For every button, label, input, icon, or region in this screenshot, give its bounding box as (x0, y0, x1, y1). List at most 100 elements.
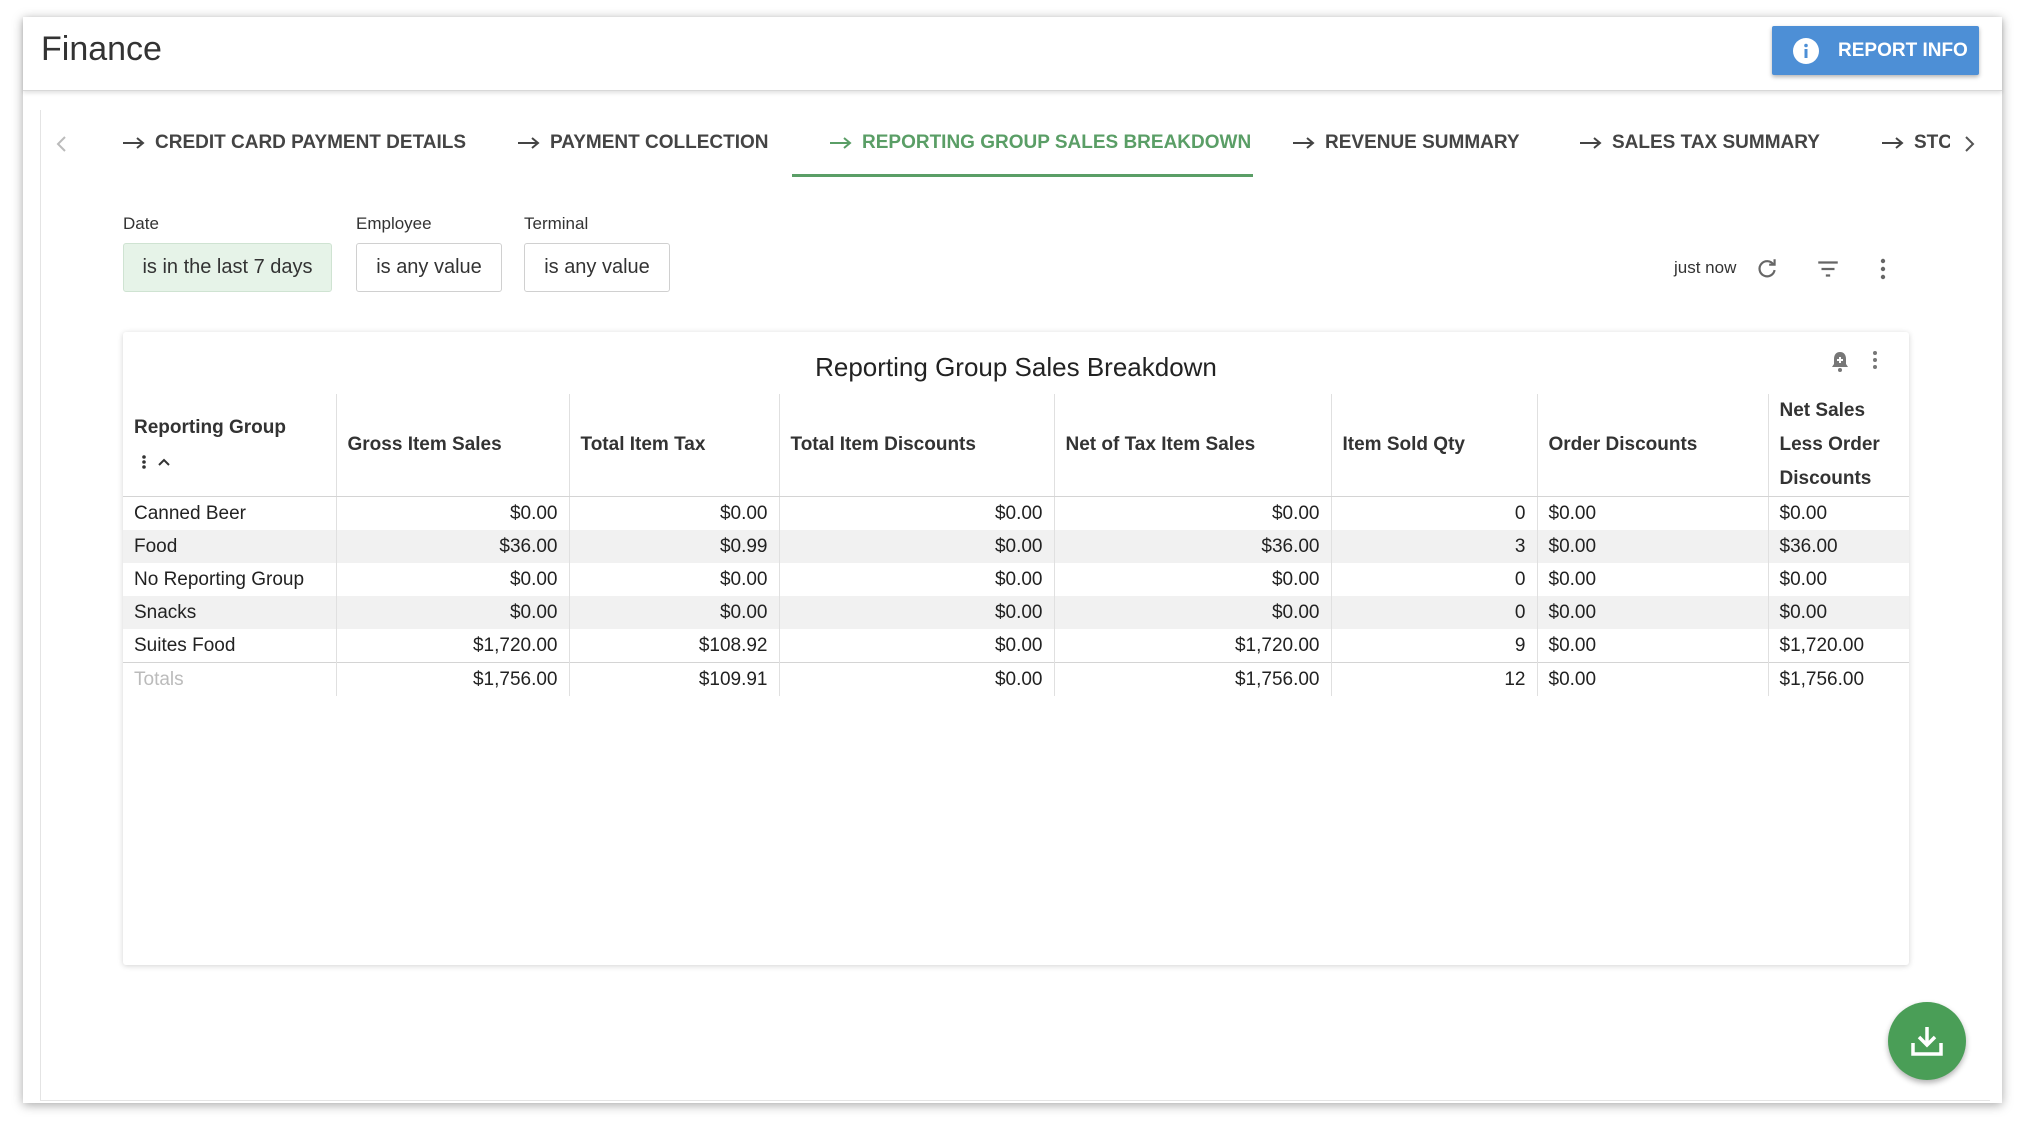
table-cell: $0.00 (335, 496, 569, 530)
tabs-next[interactable] (1961, 134, 1977, 154)
column-header: Net of Tax Item Sales (1053, 394, 1331, 497)
filter-value[interactable]: is in the last 7 days (123, 243, 332, 292)
table-cell: $0.00 (1536, 662, 1768, 696)
button-label: REPORT INFO (1838, 39, 1968, 61)
tab[interactable]: CREDIT CARD PAYMENT DETAILS (123, 132, 466, 154)
data-table: Reporting Group Gross Item Sales Total It… (123, 394, 1909, 696)
table-cell: $0.00 (1053, 496, 1331, 530)
tab-arrow (123, 137, 145, 149)
active-tab-underline (792, 174, 1253, 177)
table-cell: 3 (1330, 530, 1537, 563)
tab-label: PAYMENT COLLECTION (550, 132, 769, 153)
table-cell: $0.00 (568, 596, 779, 629)
table-cell: $0.00 (1536, 629, 1768, 663)
tab-arrow (518, 137, 540, 149)
table-cell: Food (123, 530, 336, 563)
table-cell: $1,720.00 (1053, 629, 1331, 663)
table-row: Canned Beer $0.00 $0.00 $0.00 $0.00 0 $0.00 $0.… (123, 496, 1909, 530)
header-bar (23, 17, 2002, 91)
table-cell: $108.92 (568, 629, 779, 663)
table-cell: Canned Beer (134, 502, 246, 524)
filter-value[interactable]: is any value (356, 243, 502, 292)
tab-label: REPORTING GROUP SALES BREAKDOWN (862, 132, 1252, 153)
table-cell: $0.00 (1053, 563, 1331, 596)
column-header: Gross Item Sales (335, 394, 569, 497)
table-cell: $0.00 (778, 530, 1054, 563)
tab-strip: CREDIT CARD PAYMENT DETAILS PAYMENT COLLE… (110, 118, 1950, 180)
filter-label: Employee (356, 214, 432, 233)
column-header: Total Item Tax (568, 394, 779, 497)
header-row: Reporting Group Gross Item Sales Total It… (123, 394, 1909, 497)
table-cell: $0.00 (778, 496, 1054, 530)
table-cell: 0 (1330, 563, 1537, 596)
column-label: Item Sold Qty (1342, 434, 1465, 455)
table-cell: Snacks (123, 596, 336, 629)
column-header: Reporting Group (123, 394, 336, 497)
table-cell: $109.91 (568, 662, 779, 696)
table-cell: $1,720.00 (335, 629, 569, 663)
column-label: Total Item Discounts (790, 434, 976, 455)
card-menu-icon[interactable] (1868, 348, 1882, 372)
column-label: Net Sales Less Order Discounts (1779, 400, 1880, 489)
table-title: Reporting Group Sales Breakdown (815, 352, 1217, 382)
sort-icons[interactable] (140, 453, 170, 471)
table-row: Snacks $0.00 $0.00 $0.00 $0.00 0 $0.00 $0.00 (123, 596, 1909, 629)
table-cell: $0.00 (778, 629, 1054, 663)
report-info-button[interactable]: REPORT INFO (1772, 26, 1979, 75)
tab-label: STC (1914, 132, 1950, 153)
table-cell: $0.00 (1767, 596, 1909, 629)
table-cell: $1,756.00 (1053, 662, 1331, 696)
table-row: Food $36.00 $0.99 $0.00 $36.00 3 $0.00 $36.00 (123, 530, 1909, 563)
tab-label: SALES TAX SUMMARY (1612, 132, 1820, 153)
table-row: Totals $1,756.00 $109.91 $0.00 $1,756.00 12 $0… (123, 662, 1909, 696)
table-cell: Totals (123, 662, 336, 696)
table-cell: $0.00 (568, 563, 779, 596)
table-cell: $36.00 (335, 530, 569, 563)
refresh-icon[interactable] (1754, 256, 1780, 282)
table-cell: $1,756.00 (1767, 662, 1909, 696)
tab-arrow (1580, 137, 1602, 149)
tab-arrow (830, 137, 852, 149)
table-row: Suites Food $1,720.00 $108.92 $0.00 $1,720.0… (123, 629, 1909, 663)
download-button[interactable] (1888, 1002, 1966, 1080)
table-cell: $0.00 (1536, 530, 1768, 563)
table-cell: $0.00 (1536, 563, 1768, 596)
table-cell: Suites Food (134, 634, 236, 656)
table-cell: 0 (1330, 596, 1537, 629)
filter-label: Terminal (524, 214, 589, 233)
table-cell: $36.00 (1053, 530, 1331, 563)
tab[interactable]: SALES TAX SUMMARY (1580, 132, 1820, 154)
content-panel (40, 110, 1990, 1101)
info-icon (1793, 37, 1819, 64)
alert-icon[interactable] (1828, 348, 1852, 374)
table-cell: $0.00 (778, 596, 1054, 629)
page-title: Finance (41, 30, 162, 68)
column-header: Total Item Discounts (778, 394, 1054, 497)
tab[interactable]: STC (1882, 132, 1950, 154)
filter-label: Date (123, 214, 159, 233)
table-cell: 9 (1330, 629, 1537, 663)
tab-label: REVENUE SUMMARY (1325, 132, 1520, 153)
column-label: Reporting Group (134, 417, 286, 438)
table-cell: $1,720.00 (1767, 629, 1909, 663)
filter-value[interactable]: is any value (524, 243, 670, 292)
column-label: Order Discounts (1548, 434, 1698, 455)
column-header: Net Sales Less Order Discounts (1767, 394, 1909, 497)
table-cell: 0 (1330, 496, 1537, 530)
tab[interactable]: PAYMENT COLLECTION (518, 132, 769, 154)
column-label: Total Item Tax (580, 434, 706, 455)
table-cell: $0.00 (1536, 496, 1768, 530)
tabs-prev[interactable] (54, 134, 70, 154)
tab[interactable]: REPORTING GROUP SALES BREAKDOWN (830, 132, 1251, 154)
table-cell: $0.00 (335, 563, 569, 596)
table-cell: No Reporting Group (134, 568, 305, 590)
table-cell: $0.00 (778, 563, 1054, 596)
filter-icon[interactable] (1815, 256, 1841, 282)
tab[interactable]: REVENUE SUMMARY (1293, 132, 1520, 154)
tab-label: CREDIT CARD PAYMENT DETAILS (155, 132, 467, 153)
table-cell: $0.00 (1767, 563, 1909, 596)
download-icon (1911, 1027, 1943, 1056)
refresh-status: just now (1674, 258, 1737, 277)
more-icon[interactable] (1876, 256, 1890, 282)
table-cell: $36.00 (1767, 530, 1909, 563)
